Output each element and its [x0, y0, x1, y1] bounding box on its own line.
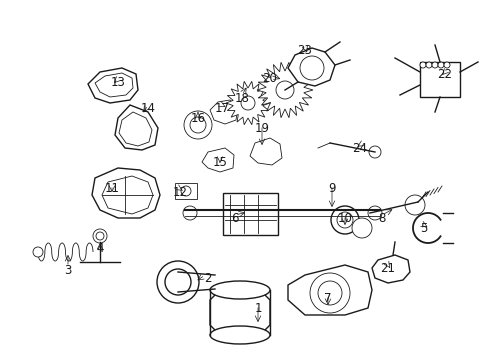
Polygon shape	[115, 105, 158, 150]
Circle shape	[425, 62, 431, 68]
Circle shape	[431, 62, 437, 68]
Text: 11: 11	[104, 181, 119, 194]
Polygon shape	[119, 112, 152, 146]
Polygon shape	[287, 48, 334, 86]
Bar	[175, 183, 197, 199]
Polygon shape	[202, 148, 234, 172]
Text: 20: 20	[262, 72, 277, 85]
Text: 22: 22	[437, 68, 451, 81]
Ellipse shape	[209, 326, 269, 344]
Text: 24: 24	[352, 141, 367, 154]
Ellipse shape	[209, 281, 269, 299]
Bar	[223, 193, 278, 235]
Circle shape	[336, 212, 352, 228]
Polygon shape	[371, 255, 409, 283]
Text: 19: 19	[254, 122, 269, 135]
Polygon shape	[95, 73, 133, 97]
Ellipse shape	[164, 269, 191, 295]
Circle shape	[33, 247, 43, 257]
Circle shape	[404, 195, 424, 215]
Circle shape	[181, 186, 191, 196]
Ellipse shape	[309, 273, 349, 313]
Text: 12: 12	[172, 185, 187, 198]
Ellipse shape	[367, 206, 381, 220]
Bar	[419, 62, 459, 97]
Polygon shape	[287, 265, 371, 315]
Circle shape	[419, 62, 425, 68]
Text: 16: 16	[190, 112, 205, 125]
Text: 3: 3	[64, 264, 72, 276]
Circle shape	[351, 218, 371, 238]
Circle shape	[299, 56, 324, 80]
Polygon shape	[88, 68, 138, 103]
Circle shape	[330, 206, 358, 234]
Text: 21: 21	[380, 261, 395, 274]
Polygon shape	[209, 100, 238, 124]
Polygon shape	[225, 81, 269, 125]
Ellipse shape	[183, 206, 197, 220]
Circle shape	[443, 62, 449, 68]
Polygon shape	[92, 168, 160, 218]
Polygon shape	[209, 290, 269, 335]
Circle shape	[368, 146, 380, 158]
Text: 10: 10	[337, 211, 352, 225]
Text: 4: 4	[96, 242, 103, 255]
Text: 5: 5	[420, 221, 427, 234]
Ellipse shape	[157, 261, 199, 303]
Circle shape	[437, 62, 443, 68]
Text: 8: 8	[378, 211, 385, 225]
Text: 2: 2	[204, 271, 211, 284]
Circle shape	[183, 111, 212, 139]
Circle shape	[93, 229, 107, 243]
Polygon shape	[102, 176, 153, 214]
Text: 15: 15	[212, 156, 227, 168]
Text: 9: 9	[327, 181, 335, 194]
Polygon shape	[249, 138, 282, 165]
Circle shape	[275, 81, 293, 99]
Text: 17: 17	[214, 102, 229, 114]
Text: 14: 14	[140, 102, 155, 114]
Text: 18: 18	[234, 91, 249, 104]
Text: 23: 23	[297, 44, 312, 57]
Polygon shape	[257, 62, 312, 118]
Text: 7: 7	[324, 292, 331, 305]
Circle shape	[96, 232, 104, 240]
Ellipse shape	[317, 281, 341, 305]
Text: 13: 13	[110, 76, 125, 89]
Circle shape	[190, 117, 205, 133]
Text: 1: 1	[254, 302, 261, 315]
Circle shape	[241, 96, 254, 110]
Text: 6: 6	[231, 211, 238, 225]
